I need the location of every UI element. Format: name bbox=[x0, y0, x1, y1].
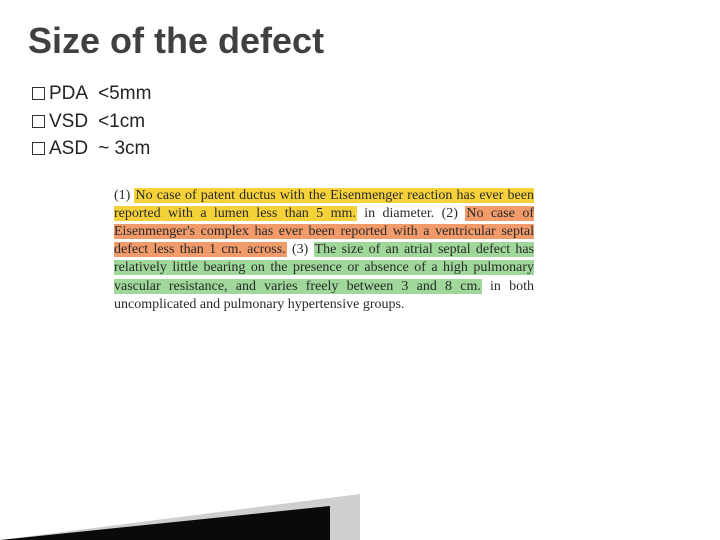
checkbox-icon bbox=[32, 142, 45, 155]
excerpt-block: (1) No case of patent ductus with the Ei… bbox=[114, 187, 534, 314]
bullet-list: PDA <5mm VSD <1cm ASD ~ 3cm bbox=[32, 80, 692, 163]
excerpt-paragraph: (1) No case of patent ductus with the Ei… bbox=[114, 187, 534, 314]
slide-title: Size of the defect bbox=[28, 20, 692, 62]
excerpt-seg1-tail: in diameter. bbox=[357, 206, 442, 221]
checkbox-icon bbox=[32, 87, 45, 100]
bullet-item: ASD ~ 3cm bbox=[32, 135, 692, 163]
bullet-size: <1cm bbox=[98, 108, 145, 136]
wedge-black-icon bbox=[0, 506, 330, 540]
bullet-abbrev: VSD bbox=[49, 108, 88, 136]
excerpt-seg3-lead: (3) bbox=[292, 242, 314, 257]
bullet-size: <5mm bbox=[98, 80, 151, 108]
checkbox-icon bbox=[32, 115, 45, 128]
slide: Size of the defect PDA <5mm VSD <1cm ASD… bbox=[0, 0, 720, 540]
excerpt-seg2-lead: (2) bbox=[442, 206, 466, 221]
bullet-size: ~ 3cm bbox=[98, 135, 150, 163]
bullet-item: PDA <5mm bbox=[32, 80, 692, 108]
bullet-abbrev: PDA bbox=[49, 80, 88, 108]
bullet-abbrev: ASD bbox=[49, 135, 88, 163]
bullet-item: VSD <1cm bbox=[32, 108, 692, 136]
excerpt-seg1-lead: (1) bbox=[114, 188, 134, 203]
